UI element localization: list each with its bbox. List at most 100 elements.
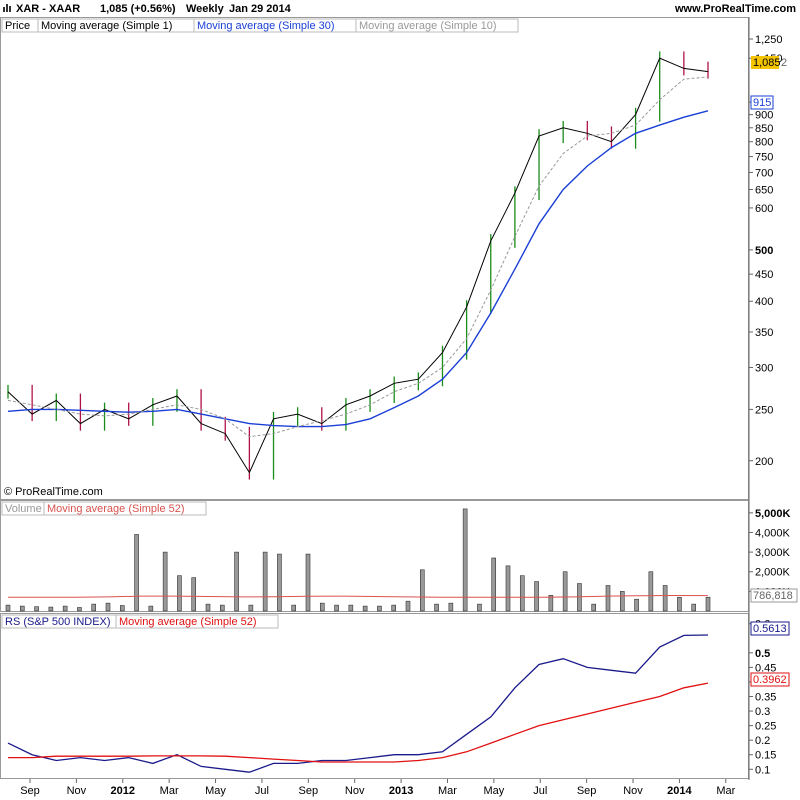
price-tick-label: 200 bbox=[755, 456, 773, 468]
rs-ma-tag-bg bbox=[750, 672, 790, 687]
last-quote: 1,085 (+0.56%) bbox=[100, 3, 176, 15]
price-panel[interactable] bbox=[0, 17, 749, 500]
volume-bar bbox=[248, 604, 254, 612]
price-tick-label: 750 bbox=[755, 152, 773, 164]
price-series-line bbox=[7, 76, 709, 438]
volume-ma-line bbox=[8, 594, 709, 598]
site-link[interactable]: www.ProRealTime.com bbox=[674, 3, 796, 15]
volume-bar bbox=[548, 594, 554, 612]
ma30-tag-bg bbox=[750, 95, 774, 110]
volume-panel[interactable] bbox=[0, 500, 749, 612]
volume-bar bbox=[319, 602, 325, 612]
volume-bar bbox=[262, 551, 268, 612]
volume-bar bbox=[505, 565, 511, 612]
volume-bar bbox=[191, 577, 197, 612]
volume-bar bbox=[405, 600, 411, 612]
price-legend: Price Moving average (Simple 1) Moving ave… bbox=[1, 18, 519, 33]
instrument-title: XAR - XAAR bbox=[16, 3, 81, 15]
rs-tick-label: 0.15 bbox=[755, 750, 776, 762]
chart-header: XAR - XAAR 1,085 (+0.56%) Weekly Jan 29 … bbox=[0, 0, 800, 17]
volume-bar bbox=[619, 591, 625, 612]
volume-tag: 786,818 bbox=[753, 590, 793, 602]
volume-bar bbox=[162, 551, 168, 612]
legend-item bbox=[355, 18, 519, 33]
time-tick-label: Mar bbox=[160, 785, 179, 797]
volume-bar bbox=[591, 603, 597, 612]
legend-label: Price bbox=[5, 20, 30, 32]
volume-bar bbox=[19, 605, 25, 612]
time-tick-label: May bbox=[205, 785, 226, 797]
price-tick-label: 400 bbox=[755, 296, 773, 308]
volume-bar bbox=[419, 569, 425, 612]
volume-bar bbox=[234, 551, 239, 612]
volume-bar bbox=[219, 604, 225, 612]
time-tick-label: Mar bbox=[716, 785, 735, 797]
legend-label: Moving average (Simple 30) bbox=[197, 20, 335, 32]
rs-ma-tag: 0.3962 bbox=[753, 674, 787, 686]
volume-bar bbox=[348, 604, 354, 612]
rs-tag-bg bbox=[750, 621, 790, 636]
volume-bar bbox=[462, 508, 468, 612]
price-tick-label: 500 bbox=[755, 245, 773, 257]
volume-bar bbox=[662, 585, 668, 612]
volume-bar bbox=[534, 581, 539, 612]
rs-tick-label: 0.1 bbox=[755, 764, 770, 776]
price-tick-label: 800 bbox=[755, 137, 773, 149]
time-tick-label: Sep bbox=[20, 785, 40, 797]
volume-tick-label: 2,000K bbox=[755, 567, 791, 579]
rs-tag: 0.5613 bbox=[753, 623, 787, 635]
volume-bar bbox=[277, 553, 282, 612]
volume-bar bbox=[562, 571, 568, 612]
rs-series-line bbox=[8, 682, 709, 763]
rs-series-line bbox=[7, 634, 709, 773]
chart-type-icon[interactable] bbox=[3, 3, 12, 12]
last-price-tag-suffix: 2 bbox=[781, 57, 787, 69]
price-tick-label: 650 bbox=[755, 185, 773, 197]
price-tick-label: 700 bbox=[755, 167, 773, 179]
volume-bar bbox=[362, 605, 368, 612]
volume-bar bbox=[177, 575, 182, 612]
volume-bar bbox=[605, 585, 611, 612]
time-tick-label: Mar bbox=[438, 785, 457, 797]
volume-bar bbox=[5, 604, 11, 612]
price-tick-label: 450 bbox=[755, 269, 773, 281]
volume-tick-label: 4,000K bbox=[755, 527, 791, 539]
time-tick-label: Nov bbox=[623, 785, 643, 797]
volume-bar bbox=[648, 571, 654, 612]
volume-bar bbox=[134, 534, 139, 612]
volume-bar bbox=[291, 604, 297, 612]
volume-bar bbox=[391, 604, 397, 612]
volume-tag-bg bbox=[750, 588, 798, 603]
time-tick-label: 2013 bbox=[389, 785, 413, 797]
rs-tick-label: 0.25 bbox=[755, 721, 776, 733]
ma30-tag: 915 bbox=[753, 97, 771, 109]
legend-label: RS (S&P 500 INDEX) bbox=[5, 616, 111, 628]
rs-tick-label: 0.5 bbox=[755, 648, 770, 660]
volume-bar bbox=[305, 553, 311, 612]
volume-series bbox=[5, 508, 711, 612]
price-tick-label: 350 bbox=[755, 327, 773, 339]
rs-panel[interactable] bbox=[0, 613, 749, 779]
volume-tick-label: 5,000K bbox=[755, 508, 791, 520]
volume-bar bbox=[377, 605, 382, 612]
price-tick-label: 1,250 bbox=[755, 34, 783, 46]
rs-tick-label: 0.2 bbox=[755, 735, 770, 747]
time-tick-label: Sep bbox=[577, 785, 597, 797]
price-series-line bbox=[7, 110, 709, 428]
volume-bar bbox=[34, 606, 39, 612]
volume-bar bbox=[691, 603, 697, 612]
last-price-tag: 1,085 bbox=[753, 57, 781, 69]
time-tick-label: May bbox=[483, 785, 504, 797]
legend-label: Volume bbox=[5, 503, 42, 515]
rs-tick-label: 0.35 bbox=[755, 692, 776, 704]
rs-series bbox=[7, 634, 709, 773]
legend-label: Moving average (Simple 10) bbox=[359, 20, 497, 32]
volume-bar bbox=[677, 596, 682, 612]
time-axis: Sep Nov 2012 Mar May Jul Sep Nov 2013 Mar May Jul Se… bbox=[20, 779, 736, 797]
rs-legend: RS (S&P 500 INDEX) Moving average (Simple… bbox=[1, 614, 279, 629]
time-tick-label: Nov bbox=[67, 785, 87, 797]
volume-bar bbox=[705, 596, 711, 612]
volume-bar bbox=[434, 603, 439, 612]
volume-bar bbox=[62, 605, 68, 612]
